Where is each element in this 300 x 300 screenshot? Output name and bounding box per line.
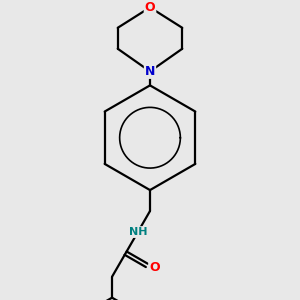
Text: O: O: [149, 260, 160, 274]
Text: N: N: [145, 65, 155, 78]
Text: O: O: [145, 1, 155, 14]
Text: NH: NH: [129, 227, 148, 237]
